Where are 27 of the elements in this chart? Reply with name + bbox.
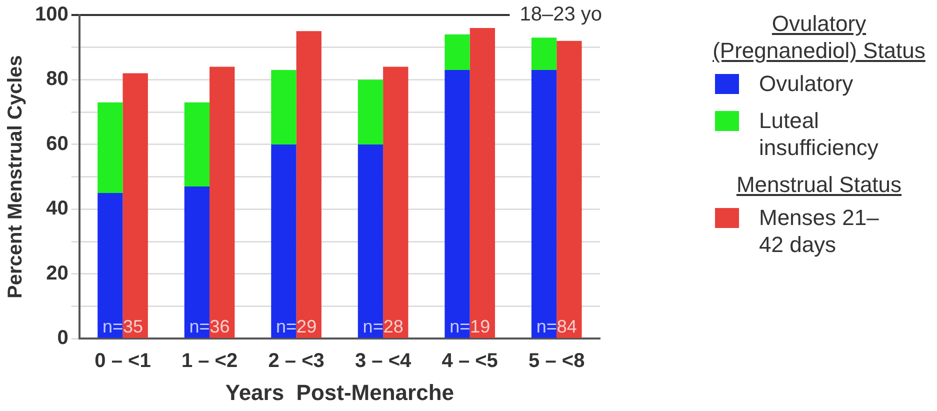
annotation: 18–23 yo [520, 4, 602, 26]
y-axis-title: Percent Menstrual Cycles [4, 55, 27, 299]
y-tick-label: 40 [46, 198, 68, 220]
bar [531, 38, 557, 70]
annotation: n=19 [450, 316, 490, 337]
x-tick-label: 5 – <8 [528, 350, 585, 372]
y-tick-label: 20 [46, 262, 68, 284]
y-tick-label: 100 [34, 4, 68, 26]
bar [444, 34, 470, 70]
bar [271, 70, 296, 144]
bar [358, 80, 384, 144]
text: Menstrual Status [735, 171, 903, 198]
x-tick-label: 4 – <5 [442, 350, 498, 372]
x-axis-title: Years Post-Menarche [225, 380, 454, 405]
x-tick-label: 3 – <4 [354, 350, 412, 372]
y-tick-label: 0 [57, 327, 68, 350]
x-tick-label: 1 – <2 [181, 350, 238, 372]
legend-label: Luteal insufficiency [759, 107, 880, 161]
legend-label: Menses 21– 42 days [759, 204, 880, 258]
x-tick-label: 2 – <3 [268, 350, 324, 372]
legend-title: Ovulatory (Pregnanediol) Status [712, 10, 926, 64]
y-tick-label: 80 [46, 68, 68, 90]
y-tick-label: 60 [46, 132, 68, 155]
legend-label: Ovulatory [759, 70, 854, 97]
bar [184, 102, 210, 187]
x-tick-label: 0 – <1 [94, 350, 151, 372]
bar [98, 102, 123, 193]
